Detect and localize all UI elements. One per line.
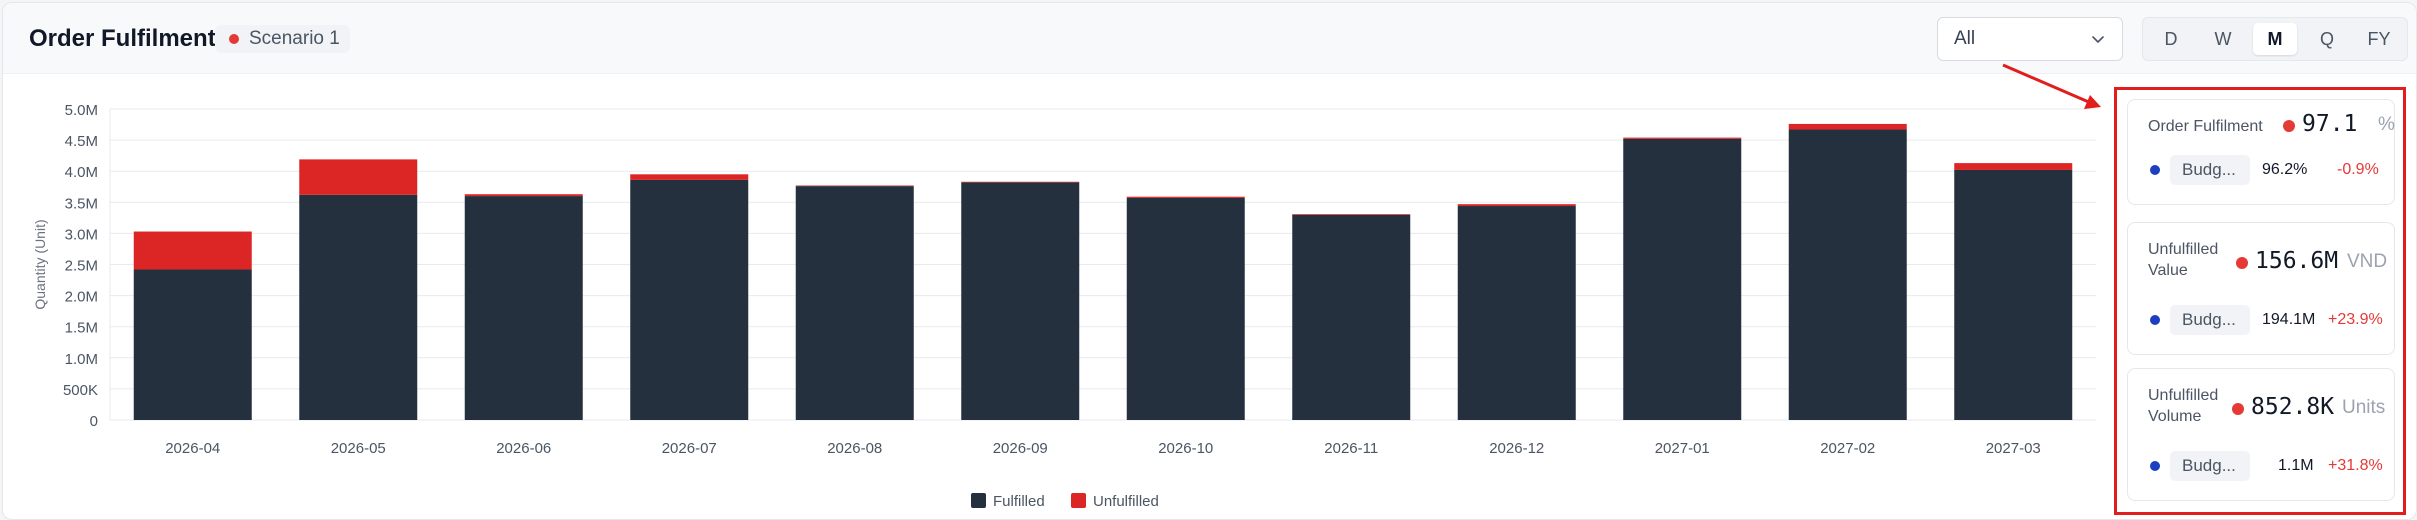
y-tick-label: 500K: [63, 382, 98, 399]
scenario-label: Scenario 1: [249, 28, 340, 49]
kpi-status-dot: [2236, 257, 2248, 269]
kpi-value: 156.6M: [2255, 248, 2339, 274]
bar-unfulfilled: [961, 181, 1080, 183]
period-button-w[interactable]: W: [2214, 28, 2232, 49]
legend-swatch: [1071, 493, 1086, 508]
kpi-card-order-fulfilment[interactable]: Order Fulfilment 97.1 % Budg... 96.2% -0…: [2127, 99, 2395, 205]
x-tick-label: 2026-12: [1489, 440, 1544, 457]
bar-fulfilled: [299, 194, 418, 420]
x-tick-label: 2026-04: [165, 440, 220, 457]
bar-unfulfilled: [630, 174, 749, 180]
kpi-unit: %: [2378, 114, 2395, 135]
bar-fulfilled: [1954, 169, 2073, 420]
legend-label: Fulfilled: [993, 493, 1045, 510]
variance-value: +31.8%: [2328, 457, 2383, 474]
budget-dot: [2150, 461, 2160, 471]
period-button-fy[interactable]: FY: [2367, 28, 2391, 49]
y-tick-label: 3.0M: [65, 226, 98, 243]
y-tick-label: 4.0M: [65, 164, 98, 181]
kpi-card-unfulfilled-value[interactable]: Unfulfilled Value 156.6M VND Budg... 194…: [2127, 222, 2395, 355]
y-tick-label: 2.0M: [65, 289, 98, 306]
y-tick-label: 2.5M: [65, 258, 98, 275]
bar-unfulfilled: [1623, 137, 1742, 139]
bar-unfulfilled: [1292, 214, 1411, 215]
variance-value: -0.9%: [2337, 161, 2379, 178]
kpi-unit: Units: [2342, 397, 2386, 418]
budget-dot: [2150, 165, 2160, 175]
kpi-label: Unfulfilled Volume: [2148, 387, 2219, 425]
y-tick-label: 0: [90, 413, 98, 430]
chevron-down-icon: [2092, 36, 2104, 43]
bar-fulfilled: [464, 196, 583, 420]
period-button-q[interactable]: Q: [2319, 28, 2334, 49]
budget-value: 1.1M: [2278, 457, 2314, 474]
budget-value: 194.1M: [2262, 311, 2316, 328]
bar-fulfilled: [133, 269, 252, 420]
bar-unfulfilled: [464, 194, 583, 197]
bar-fulfilled: [1623, 138, 1742, 420]
bar-fulfilled: [1457, 206, 1576, 420]
bar-fulfilled: [1292, 214, 1411, 420]
bar-unfulfilled: [795, 185, 914, 187]
y-tick-label: 1.5M: [65, 320, 98, 337]
widget-title: Order Fulfilment: [29, 25, 216, 52]
kpi-status-dot: [2232, 403, 2244, 415]
x-tick-label: 2027-01: [1655, 440, 1710, 457]
scenario-status-dot: [229, 34, 239, 44]
x-tick-label: 2026-08: [827, 440, 882, 457]
x-tick-label: 2026-06: [496, 440, 551, 457]
scenario-badge[interactable]: Scenario 1: [215, 25, 350, 53]
legend-swatch: [971, 493, 986, 508]
filter-select-value: All: [1954, 28, 1976, 49]
bar-fulfilled: [1788, 129, 1907, 420]
bar-unfulfilled: [1126, 196, 1245, 198]
budget-dot: [2150, 315, 2160, 325]
x-tick-label: 2027-02: [1820, 440, 1875, 457]
y-axis-label: Quantity (Unit): [32, 219, 48, 309]
y-tick-label: 1.0M: [65, 351, 98, 368]
budget-label: Budg...: [2170, 305, 2250, 335]
x-tick-label: 2026-05: [331, 440, 386, 457]
period-button-d[interactable]: D: [2164, 28, 2178, 49]
stacked-bar-chart: 0 500K 1.0M 1.5M 2.0M 2.5M 3.0M 3.5M 4.0M 4.5M 5.0…: [32, 102, 2096, 510]
y-tick-label: 3.5M: [65, 195, 98, 212]
x-tick-label: 2026-11: [1324, 440, 1378, 457]
kpi-unit: VND: [2347, 251, 2388, 272]
filter-select[interactable]: All: [1937, 17, 2123, 61]
bar-unfulfilled: [1788, 123, 1907, 130]
x-tick-label: 2026-10: [1158, 440, 1213, 457]
kpi-value: 97.1: [2302, 111, 2358, 137]
period-toggle: D W M Q FY: [2142, 17, 2408, 61]
budget-value: 96.2%: [2262, 161, 2308, 178]
budget-label: Budg...: [2170, 155, 2250, 185]
x-tick-label: 2027-03: [1986, 440, 2041, 457]
variance-value: +23.9%: [2328, 311, 2383, 328]
y-tick-label: 4.5M: [65, 133, 98, 150]
period-button-m[interactable]: M: [2253, 23, 2297, 55]
legend-label: Unfulfilled: [1093, 493, 1159, 510]
bar-unfulfilled: [299, 159, 418, 195]
bar-fulfilled: [961, 182, 1080, 420]
budget-label: Budg...: [2170, 451, 2250, 481]
bar-fulfilled: [630, 179, 749, 420]
kpi-status-dot: [2283, 120, 2295, 132]
bar-unfulfilled: [1954, 163, 2073, 170]
bar-fulfilled: [795, 186, 914, 420]
bar-fulfilled: [1126, 197, 1245, 420]
annotation-arrow-icon: [2002, 63, 2101, 109]
kpi-value: 852.8K: [2251, 394, 2335, 420]
x-tick-label: 2026-09: [993, 440, 1048, 457]
bar-unfulfilled: [133, 231, 252, 270]
kpi-label: Order Fulfilment: [2148, 118, 2263, 135]
kpi-label: Unfulfilled Value: [2148, 241, 2219, 279]
bar-unfulfilled: [1457, 204, 1576, 207]
widget-header: Order Fulfilment Scenario 1 All D W M Q …: [3, 3, 2416, 74]
x-tick-label: 2026-07: [662, 440, 717, 457]
y-tick-label: 5.0M: [65, 102, 98, 119]
kpi-card-unfulfilled-volume[interactable]: Unfulfilled Volume 852.8K Units Budg... …: [2127, 368, 2395, 501]
